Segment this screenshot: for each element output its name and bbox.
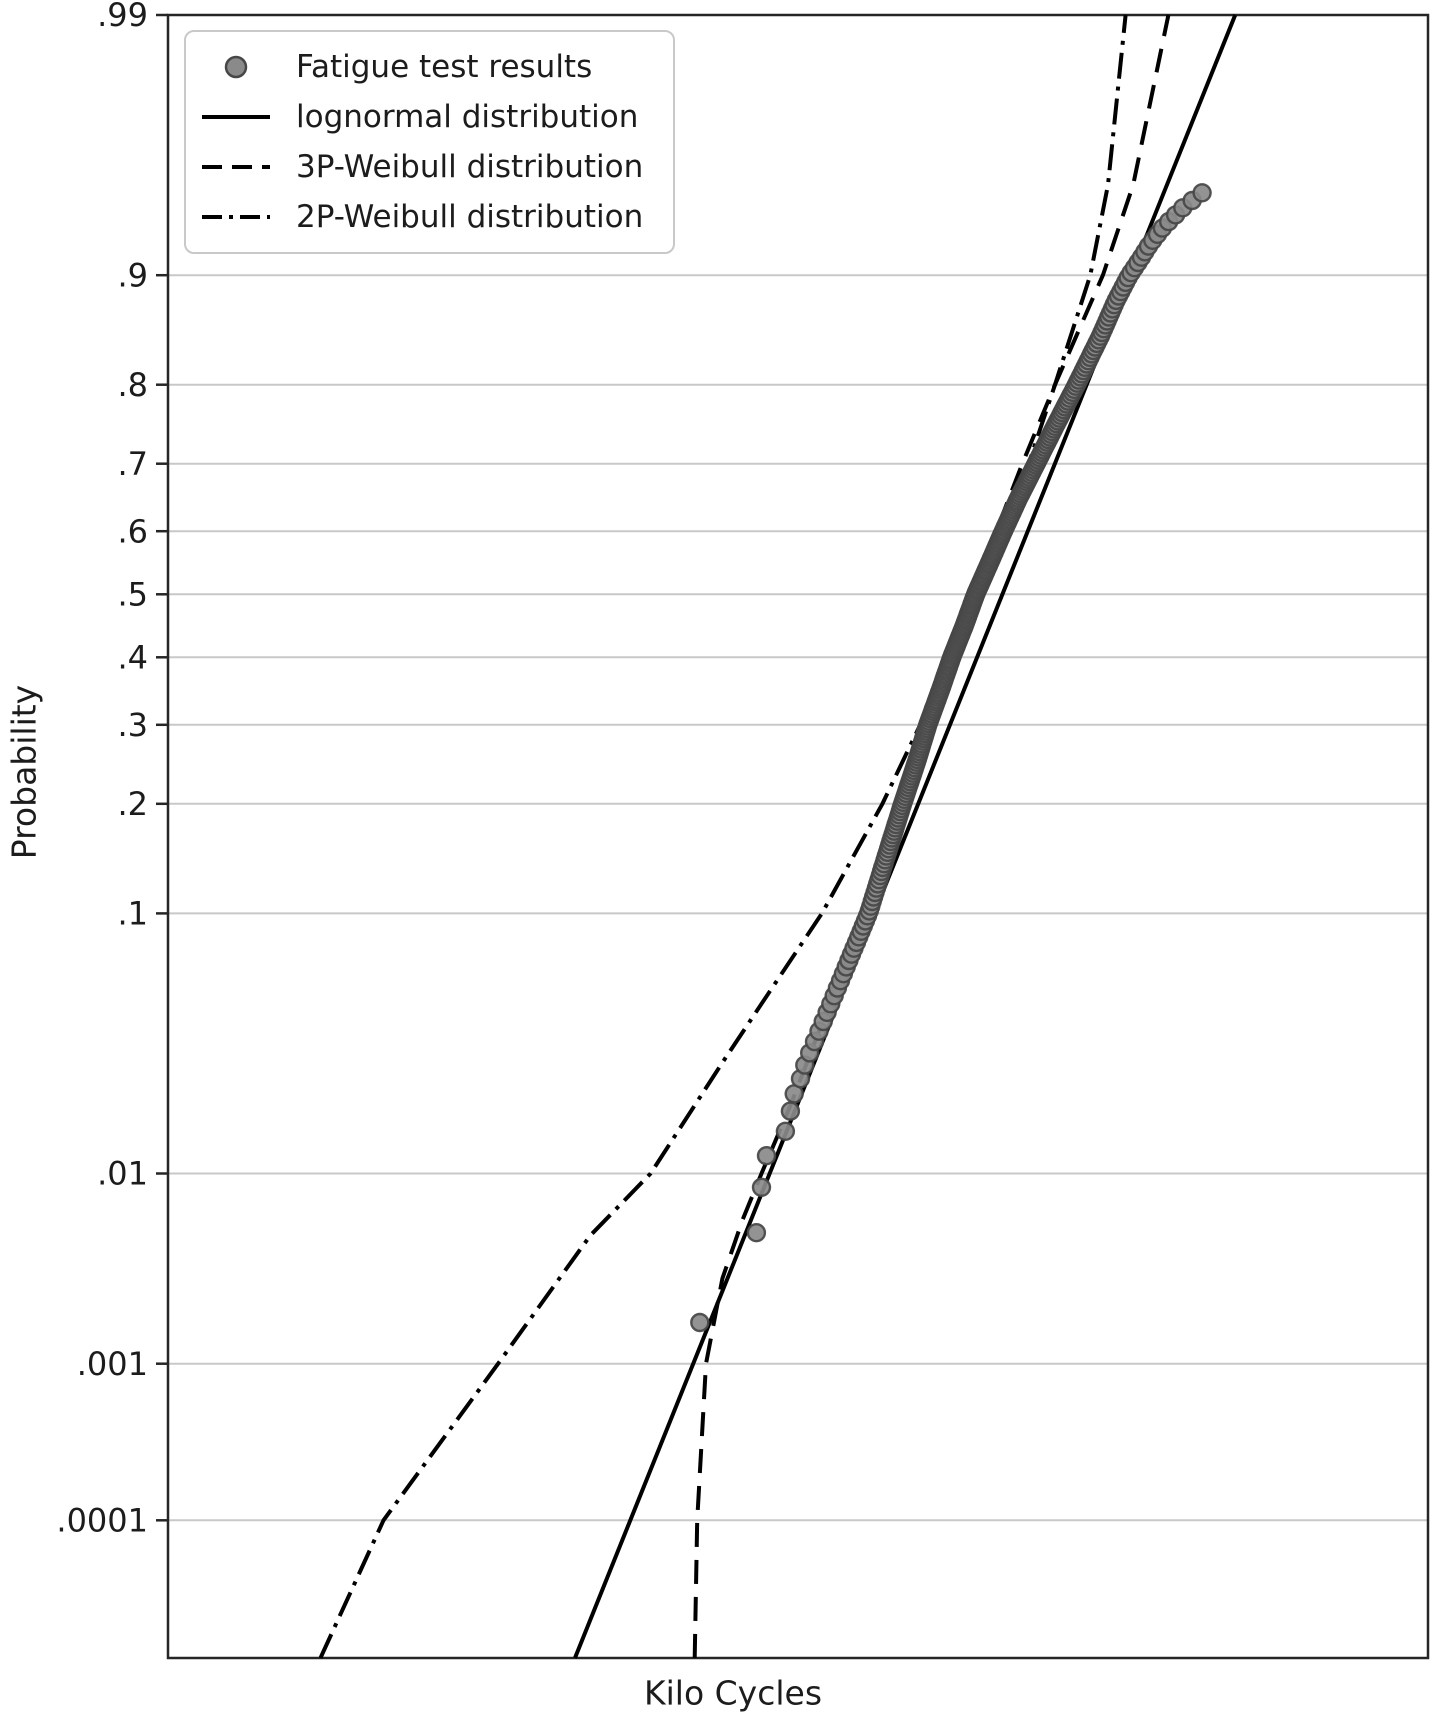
scatter-marker-icon: [200, 54, 272, 80]
data-point: [751, 1177, 772, 1198]
legend-item-label: Fatigue test results: [296, 48, 593, 85]
x-axis-label: Kilo Cycles: [643, 1673, 823, 1713]
y-axis-label: Probability: [4, 684, 44, 860]
solid-line-icon: [200, 104, 272, 130]
y-tick-label: .7: [117, 445, 148, 483]
y-tick-label: .8: [117, 366, 148, 404]
y-tick-label: .99: [97, 0, 148, 34]
y-tick-label: .001: [77, 1345, 148, 1383]
data-point: [1192, 183, 1212, 203]
y-tick-label: .5: [117, 576, 148, 614]
y-tick-label: .01: [97, 1155, 148, 1193]
plot-frame: [166, 13, 1430, 1660]
legend-item-3p-weibull: 3P-Weibull distribution: [200, 142, 643, 192]
y-tick-label: .4: [117, 639, 148, 677]
data-point: [775, 1121, 796, 1142]
dashed-line-icon: [200, 154, 272, 180]
legend-item-label: 3P-Weibull distribution: [296, 148, 644, 185]
legend-item-lognormal: lognormal distribution: [200, 92, 643, 142]
scatter-points: [690, 183, 1212, 1333]
legend-item-2p-weibull: 2P-Weibull distribution: [200, 192, 643, 242]
data-point: [746, 1222, 767, 1243]
y-tick-label: .6: [117, 512, 148, 550]
legend-item-label: lognormal distribution: [296, 98, 639, 135]
y-tick-label: .3: [117, 706, 148, 744]
data-point: [756, 1145, 777, 1166]
dashdot-line-icon: [200, 204, 272, 230]
data-point: [690, 1312, 710, 1333]
legend-item-fatigue-results: Fatigue test results: [200, 42, 643, 92]
y-tick-label: .9: [117, 256, 148, 294]
series-line-dashed: [692, 14, 1171, 1658]
data-point: [780, 1101, 801, 1121]
y-tick-label: .1: [117, 895, 148, 933]
legend: Fatigue test results lognormal distribut…: [184, 30, 676, 254]
y-tick-label: .2: [117, 785, 148, 823]
y-tick-label: .0001: [56, 1502, 148, 1540]
series-line-dashdot: [318, 14, 1128, 1659]
legend-item-label: 2P-Weibull distribution: [296, 198, 644, 235]
